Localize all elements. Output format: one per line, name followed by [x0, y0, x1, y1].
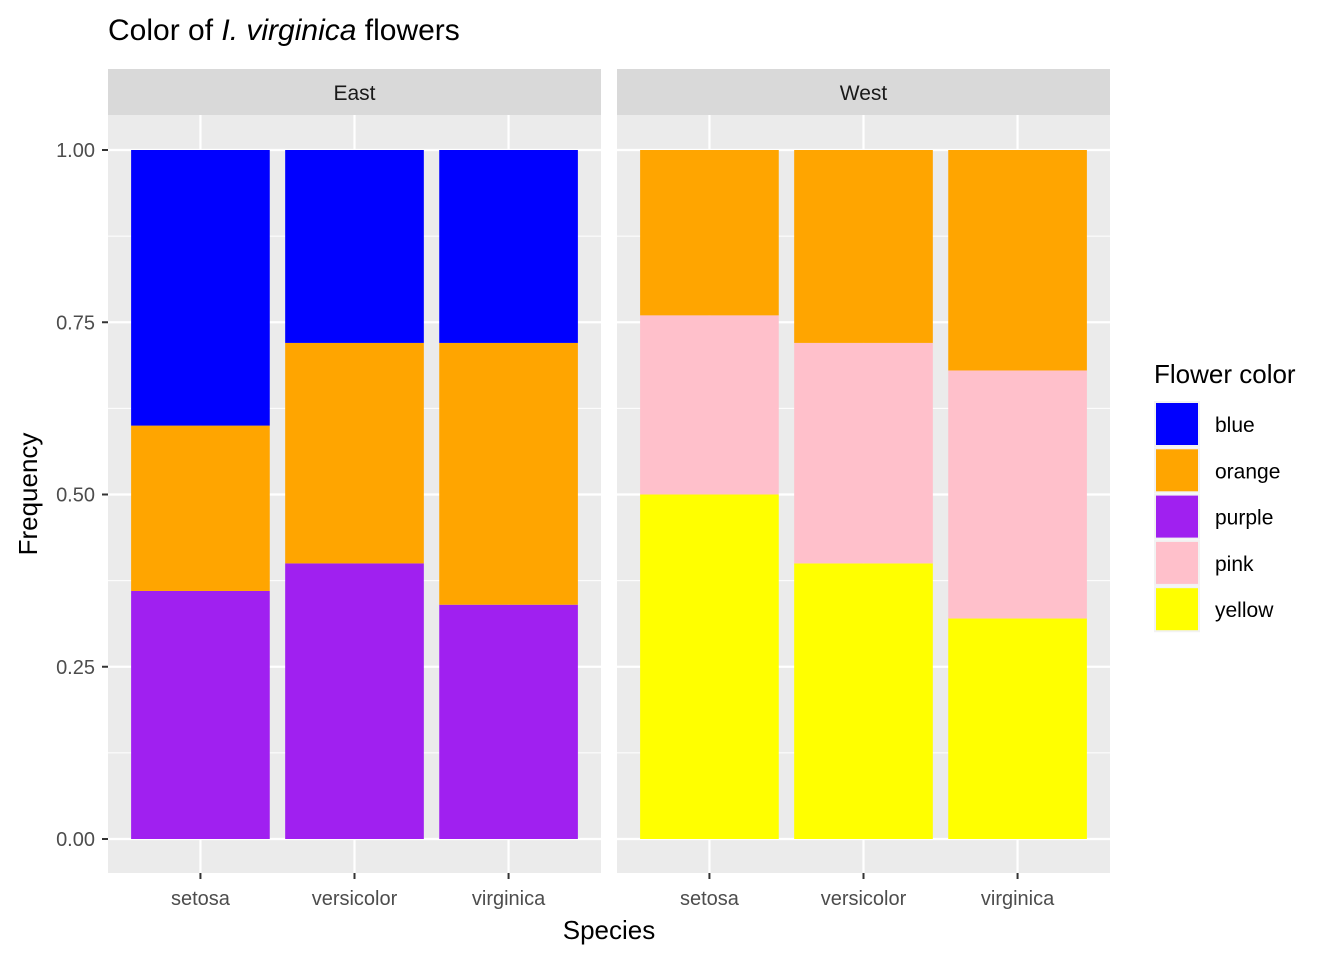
chart-title-italic: I. virginica — [221, 14, 356, 47]
legend-label-orange: orange — [1215, 460, 1280, 483]
x-tick-label: virginica — [981, 888, 1055, 910]
facet-strip — [617, 69, 1110, 115]
legend-swatch-blue — [1156, 403, 1198, 445]
bar-east-versicolor-blue — [285, 150, 424, 343]
chart-title-suffix: flowers — [356, 14, 459, 47]
y-tick-label: 0.25 — [56, 657, 95, 679]
x-tick-label: virginica — [472, 888, 546, 910]
facet-strip-label: East — [333, 82, 375, 105]
bar-west-virginica-pink — [948, 370, 1087, 619]
legend-label-blue: blue — [1215, 414, 1255, 437]
legend-label-purple: purple — [1215, 507, 1273, 530]
bar-east-versicolor-orange — [285, 342, 424, 564]
y-axis-title: Frequency — [13, 433, 43, 556]
y-tick-label: 0.00 — [56, 829, 95, 851]
x-tick-label: versicolor — [821, 888, 907, 910]
x-tick-label: setosa — [680, 888, 740, 910]
facet-strip-label: West — [840, 82, 888, 105]
facet-strip — [108, 69, 601, 115]
legend-swatch-purple — [1156, 495, 1198, 538]
legend-swatch-orange — [1156, 449, 1198, 492]
bar-east-setosa-blue — [131, 150, 270, 426]
bar-east-virginica-purple — [439, 604, 578, 839]
bar-west-versicolor-orange — [794, 150, 933, 343]
bar-east-virginica-orange — [439, 342, 578, 605]
y-axis: 0.00 0.25 0.50 0.75 1.00 — [56, 140, 108, 851]
bar-west-versicolor-yellow — [794, 563, 933, 839]
bar-west-versicolor-pink — [794, 342, 933, 564]
legend-label-yellow: yellow — [1215, 599, 1274, 622]
facet-panel-east: East setosa versicolor virginica — [108, 69, 601, 910]
facet-panels: East setosa versicolor virginica West setosa v… — [108, 69, 1110, 910]
bar-west-setosa-orange — [640, 150, 779, 316]
y-tick-label: 0.50 — [56, 485, 95, 507]
x-tick-label: versicolor — [312, 888, 398, 910]
legend-title: Flower color — [1154, 359, 1296, 389]
legend-swatch-pink — [1156, 541, 1198, 584]
y-tick-label: 1.00 — [56, 140, 95, 162]
legend: Flower color blue orange purple pink yellow — [1154, 359, 1296, 633]
bar-east-setosa-orange — [131, 425, 270, 591]
bar-west-virginica-yellow — [948, 618, 1087, 839]
y-tick-label: 0.75 — [56, 312, 95, 334]
bar-east-versicolor-purple — [285, 563, 424, 839]
x-tick-label: setosa — [171, 888, 231, 910]
legend-label-pink: pink — [1215, 553, 1254, 576]
bar-east-setosa-purple — [131, 590, 270, 839]
x-axis-title: Species — [563, 915, 656, 945]
facet-panel-west: West setosa versicolor virginica — [617, 69, 1110, 910]
bar-east-virginica-blue — [439, 150, 578, 343]
bar-west-setosa-pink — [640, 315, 779, 495]
chart-title-prefix: Color of — [108, 14, 221, 47]
bar-west-setosa-yellow — [640, 494, 779, 839]
bar-west-virginica-orange — [948, 150, 1087, 371]
chart-title: Color of I. virginica flowers — [108, 14, 460, 47]
legend-swatch-yellow — [1156, 588, 1198, 631]
